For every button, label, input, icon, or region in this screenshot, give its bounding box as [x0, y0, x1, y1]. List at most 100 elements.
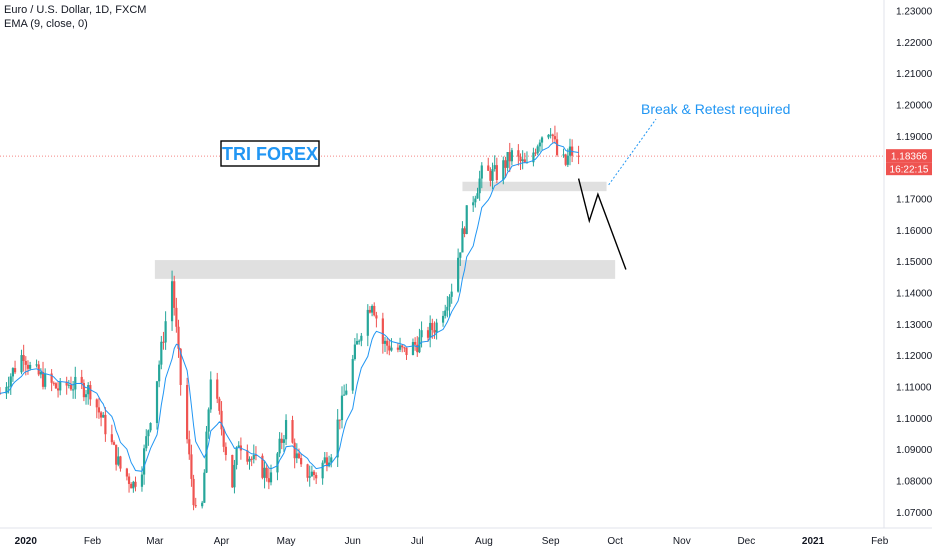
candle-body	[102, 414, 105, 418]
candle	[192, 474, 195, 511]
brand-frame	[220, 140, 320, 167]
candle-body	[411, 342, 415, 356]
candle-body	[233, 464, 236, 488]
y-axis[interactable]: 1.07000 1.08000 1.09000 1.10000 1.11000 1.120…	[883, 0, 932, 528]
candle-body	[235, 447, 238, 465]
candle	[297, 448, 301, 459]
y-tick-label: 1.10000	[896, 414, 932, 425]
candle-body	[493, 165, 496, 170]
candle-body	[338, 419, 341, 421]
candle	[160, 335, 163, 370]
candle	[84, 389, 88, 405]
candle	[476, 187, 479, 199]
candle-body	[59, 381, 62, 391]
candle-body	[429, 322, 432, 338]
candle	[254, 446, 258, 461]
candle	[433, 321, 436, 339]
candle-body	[336, 419, 339, 458]
y-tick-label: 1.22000	[896, 38, 932, 49]
candle	[216, 372, 219, 404]
candle-body	[119, 456, 122, 469]
candle	[463, 226, 466, 238]
candle-body	[396, 347, 400, 350]
candle-body	[207, 409, 210, 432]
support-zone	[154, 260, 616, 279]
candle	[551, 133, 554, 143]
y-tick-label: 1.23000	[896, 6, 932, 17]
candle-body	[398, 345, 402, 350]
candle	[41, 361, 45, 390]
x-tick-label: Apr	[214, 536, 230, 547]
candle-body	[65, 381, 68, 386]
candle	[127, 473, 131, 493]
candle	[553, 125, 557, 144]
x-axis[interactable]: 2020 Feb Mar Apr May Jun Jul Aug Sep Oct Nov Dec 202…	[0, 527, 932, 547]
y-tick-label: 1.15000	[896, 257, 932, 268]
candle	[179, 347, 182, 396]
candle-body	[405, 347, 408, 356]
last-price-bg	[886, 149, 932, 163]
candle	[265, 463, 268, 482]
candle-body	[84, 394, 88, 398]
x-tick-label: May	[277, 536, 296, 547]
candle-body	[11, 368, 15, 377]
candle	[11, 367, 15, 382]
candle-body	[508, 152, 511, 162]
candle	[321, 460, 324, 485]
candle-body	[97, 407, 101, 413]
candle	[450, 283, 453, 304]
candle-body	[179, 348, 182, 385]
candle-body	[162, 341, 165, 343]
candle	[125, 467, 129, 481]
candle	[29, 361, 32, 371]
candle	[110, 424, 113, 445]
candle	[117, 447, 120, 467]
candle	[67, 379, 70, 389]
candle	[315, 472, 318, 485]
candle	[386, 338, 389, 355]
candle-body	[158, 364, 161, 382]
candle-body	[478, 178, 481, 194]
candle	[300, 454, 303, 468]
candle-body	[104, 414, 107, 435]
break-retest-label: Break & Retest required	[641, 101, 790, 117]
x-tick-label: Nov	[673, 536, 691, 547]
x-tick-label: Feb	[871, 536, 889, 547]
candle	[308, 465, 311, 487]
candle	[306, 463, 309, 482]
y-tick-label: 1.14000	[896, 288, 932, 299]
candle	[158, 360, 161, 388]
candle-body	[87, 385, 90, 395]
candle-body	[9, 376, 12, 387]
candle-body	[56, 388, 60, 391]
candle-body	[562, 154, 565, 156]
candle-body	[72, 389, 75, 391]
candle-body	[315, 474, 318, 479]
candle	[519, 153, 522, 170]
candle-body	[192, 478, 195, 506]
drawings-layer	[577, 118, 657, 270]
candle-body	[547, 134, 550, 138]
candle	[26, 360, 30, 375]
y-tick-label: 1.13000	[896, 320, 932, 331]
candle-body	[125, 468, 129, 477]
candle	[353, 337, 356, 361]
candle	[188, 430, 191, 460]
candle-body	[330, 457, 333, 463]
candle-body	[297, 453, 301, 459]
candle	[355, 333, 359, 345]
candle-body	[390, 347, 393, 351]
candle	[143, 444, 146, 485]
candle	[403, 346, 406, 353]
candle	[250, 456, 253, 467]
candle	[284, 414, 288, 446]
candle-body	[80, 376, 83, 383]
candle-body	[186, 384, 189, 440]
candle-body	[115, 444, 118, 465]
candle	[547, 134, 550, 140]
last-price-value: 1.18366	[891, 152, 928, 163]
candle-body	[69, 384, 73, 390]
candle	[147, 429, 150, 446]
candle-body	[383, 340, 387, 344]
